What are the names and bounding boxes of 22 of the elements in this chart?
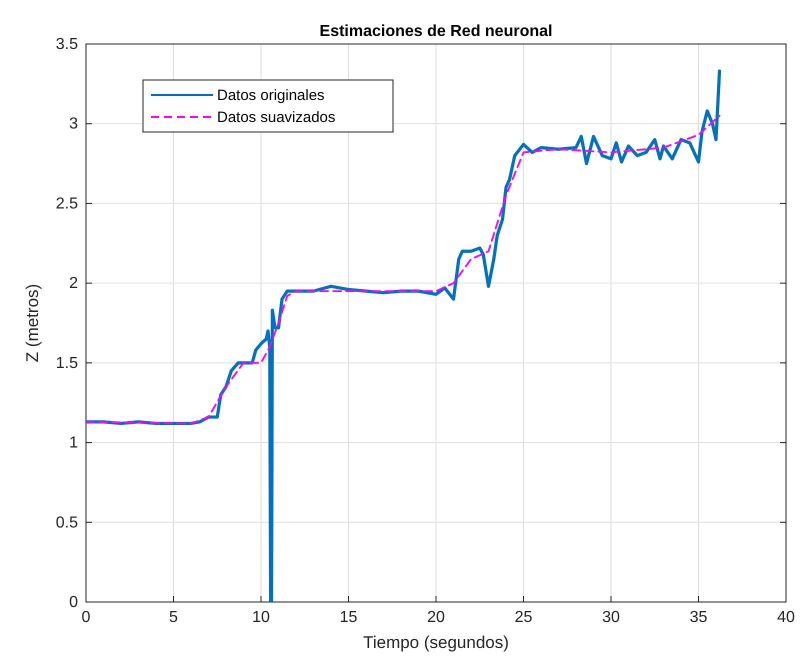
x-tick-label: 5 [169,609,178,626]
x-tick-label: 40 [777,609,795,626]
y-tick-label: 2.5 [56,195,78,212]
chart-title: Estimaciones de Red neuronal [320,23,552,40]
x-axis-title: Tiempo (segundos) [363,633,509,652]
y-tick-label: 0.5 [56,514,78,532]
legend-label: Datos originales [217,87,325,104]
y-tick-label: 1.5 [56,354,78,372]
x-tick-label: 10 [252,609,270,626]
y-tick-label: 3.5 [56,36,78,53]
x-tick-label: 30 [602,609,620,626]
y-tick-label: 1 [69,434,78,452]
y-tick-label: 2 [69,275,78,292]
x-tick-label: 20 [427,609,445,626]
legend-label: Datos suavizados [217,109,336,126]
x-tick-label: 25 [514,609,532,626]
y-tick-label: 0 [69,594,78,611]
x-tick-label: 0 [82,609,91,626]
y-axis-title: Z (metros) [23,284,42,362]
x-tick-label: 35 [690,609,708,626]
x-tick-label: 15 [340,609,358,626]
y-tick-label: 3 [69,116,78,133]
